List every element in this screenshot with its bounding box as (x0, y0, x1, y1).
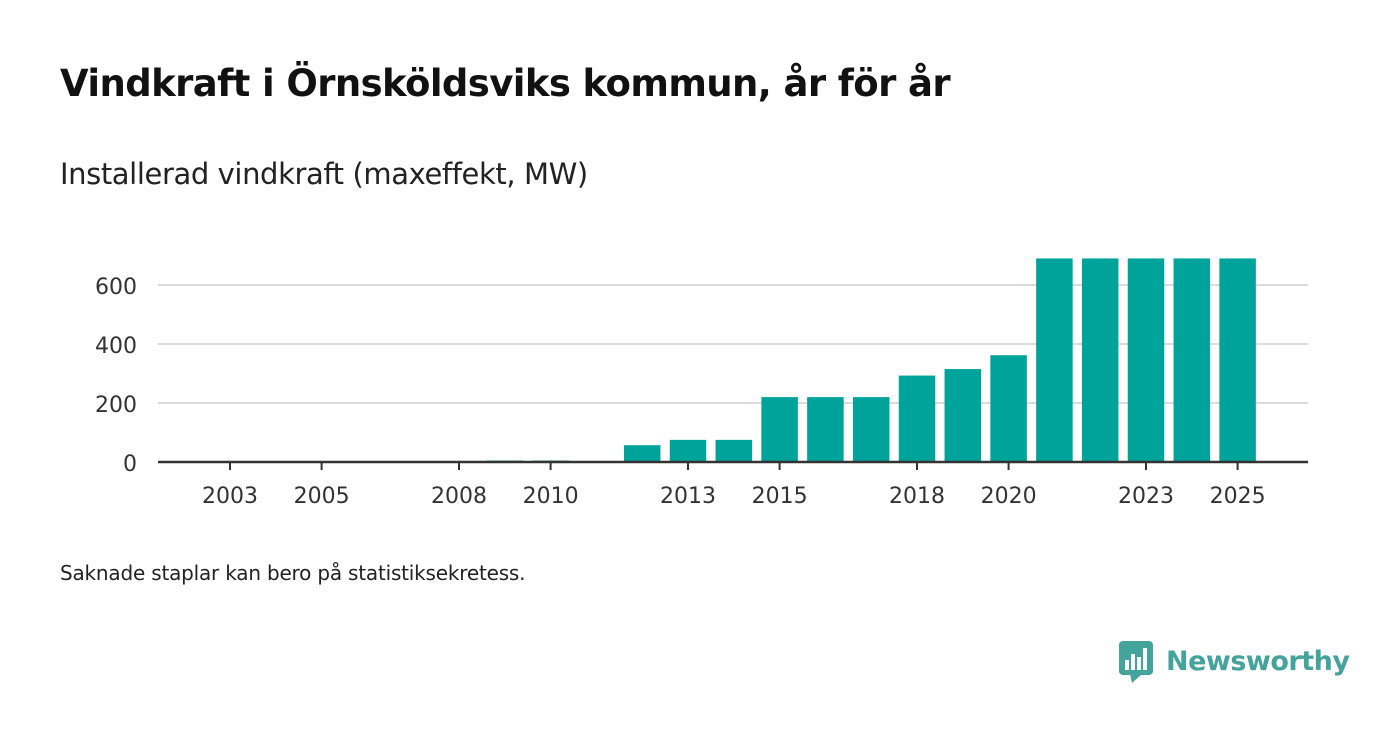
x-tick-label: 2018 (889, 484, 945, 509)
newsworthy-logo-text: Newsworthy (1166, 646, 1350, 677)
footnote: Saknade staplar kan bero på statistiksek… (60, 561, 526, 585)
bar-2020 (990, 355, 1027, 462)
x-tick-label: 2015 (752, 484, 808, 509)
x-tick-label: 2003 (202, 484, 258, 509)
x-tick-label: 2008 (431, 484, 487, 509)
bar-2014 (715, 439, 753, 462)
bar-chart: 2003 2005 2008 2010 2013 2015 2018 2020 2023 2025… (95, 258, 1308, 509)
chart-subtitle: Installerad vindkraft (maxeffekt, MW) (60, 157, 588, 191)
bar-2016 (807, 397, 844, 462)
bar-2017 (852, 397, 890, 462)
bar-2022 (1081, 258, 1119, 462)
bar-2021 (1036, 258, 1073, 462)
x-tick-label: 2023 (1118, 484, 1174, 509)
newsworthy-logo-icon (1119, 641, 1153, 683)
x-tick-label: 2010 (523, 484, 579, 509)
x-tick-label: 2020 (981, 484, 1037, 509)
newsworthy-logo[interactable]: Newsworthy (1118, 640, 1350, 684)
y-axis-labels: 0 200 400 600 (95, 275, 137, 477)
y-tick-label: 400 (95, 334, 137, 359)
y-tick-label: 0 (123, 452, 137, 477)
bar-2023 (1127, 258, 1165, 462)
x-tick-label: 2025 (1210, 484, 1266, 509)
bar-2018 (898, 375, 936, 462)
y-tick-label: 200 (95, 393, 137, 418)
x-axis-ticks: 2003 2005 2008 2010 2013 2015 2018 2020 2023 2025 (202, 462, 1266, 509)
bars (211, 258, 1256, 462)
y-tick-label: 600 (95, 275, 137, 300)
bar-2013 (669, 439, 707, 462)
x-tick-label: 2013 (660, 484, 716, 509)
bar-2012 (623, 445, 661, 462)
bar-2019 (944, 369, 982, 462)
bar-2015 (761, 397, 798, 462)
bar-2025 (1219, 258, 1256, 462)
bar-2024 (1173, 258, 1211, 462)
chart-title: Vindkraft i Örnsköldsviks kommun, år för… (60, 62, 951, 105)
x-tick-label: 2005 (294, 484, 350, 509)
